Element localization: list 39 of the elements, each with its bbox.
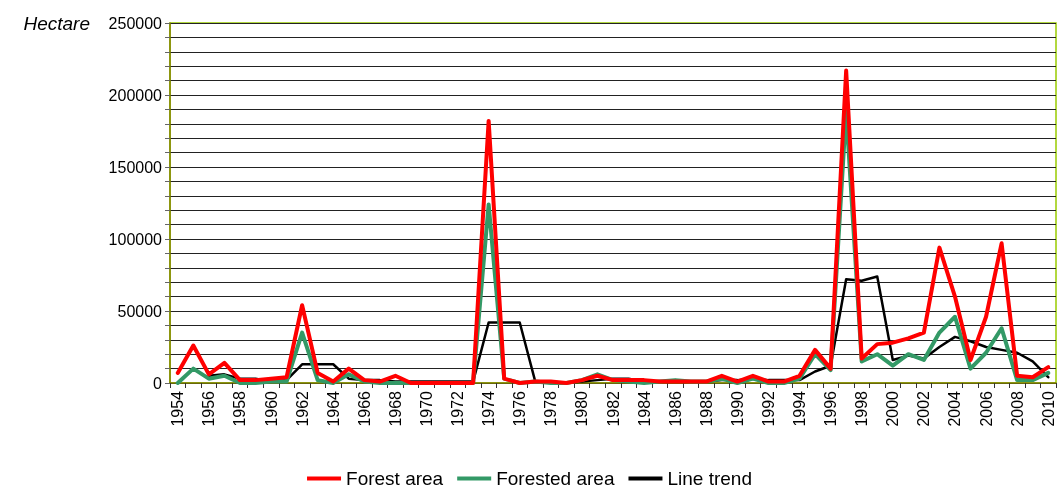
x-tick-label: 1954 xyxy=(169,390,187,427)
x-tick-label: 1962 xyxy=(293,390,311,427)
y-tick-label: 200000 xyxy=(108,86,163,104)
x-tick-label: 1980 xyxy=(573,390,591,427)
x-tick-label: 2010 xyxy=(1039,390,1057,427)
x-tick-label: 1966 xyxy=(355,390,373,427)
x-tick-label: 1970 xyxy=(417,390,435,427)
x-tick-label: 2004 xyxy=(946,390,964,427)
x-tick-label: 1998 xyxy=(853,390,871,427)
x-tick-label: 2002 xyxy=(915,390,933,427)
x-tick-label: 1982 xyxy=(604,390,622,427)
x-tick-label: 1968 xyxy=(386,390,404,427)
x-tick-label: 1990 xyxy=(728,390,746,427)
x-tick-label: 1956 xyxy=(200,390,218,427)
x-tick-label: 2006 xyxy=(977,390,995,427)
x-tick-label: 1986 xyxy=(666,390,684,427)
y-tick-label: 50000 xyxy=(117,302,163,320)
x-tick-label: 2000 xyxy=(884,390,902,427)
x-tick-label: 1958 xyxy=(231,390,249,427)
x-tick-label: 1996 xyxy=(822,390,840,427)
x-tick-label: 1994 xyxy=(791,390,809,427)
x-tick-label: 1974 xyxy=(480,390,498,427)
y-tick-label: 150000 xyxy=(108,158,163,176)
y-tick-label: 100000 xyxy=(108,230,163,248)
y-tick-label: 250000 xyxy=(108,14,163,32)
legend-label: Forest area xyxy=(346,468,444,489)
y-tick-label: 0 xyxy=(153,374,163,392)
x-tick-label: 1976 xyxy=(511,390,529,427)
x-tick-label: 1978 xyxy=(542,390,560,427)
y-axis-title: Hectare xyxy=(23,12,90,34)
legend-label: Line trend xyxy=(667,468,752,489)
x-tick-label: 1988 xyxy=(697,390,715,427)
x-tick-label: 1960 xyxy=(262,390,280,427)
x-tick-label: 2008 xyxy=(1008,390,1026,427)
x-tick-label: 1964 xyxy=(324,390,342,427)
x-tick-label: 1972 xyxy=(449,390,467,427)
x-tick-label: 1984 xyxy=(635,390,653,427)
x-tick-label: 1992 xyxy=(759,390,777,427)
legend-label: Forested area xyxy=(496,468,615,489)
